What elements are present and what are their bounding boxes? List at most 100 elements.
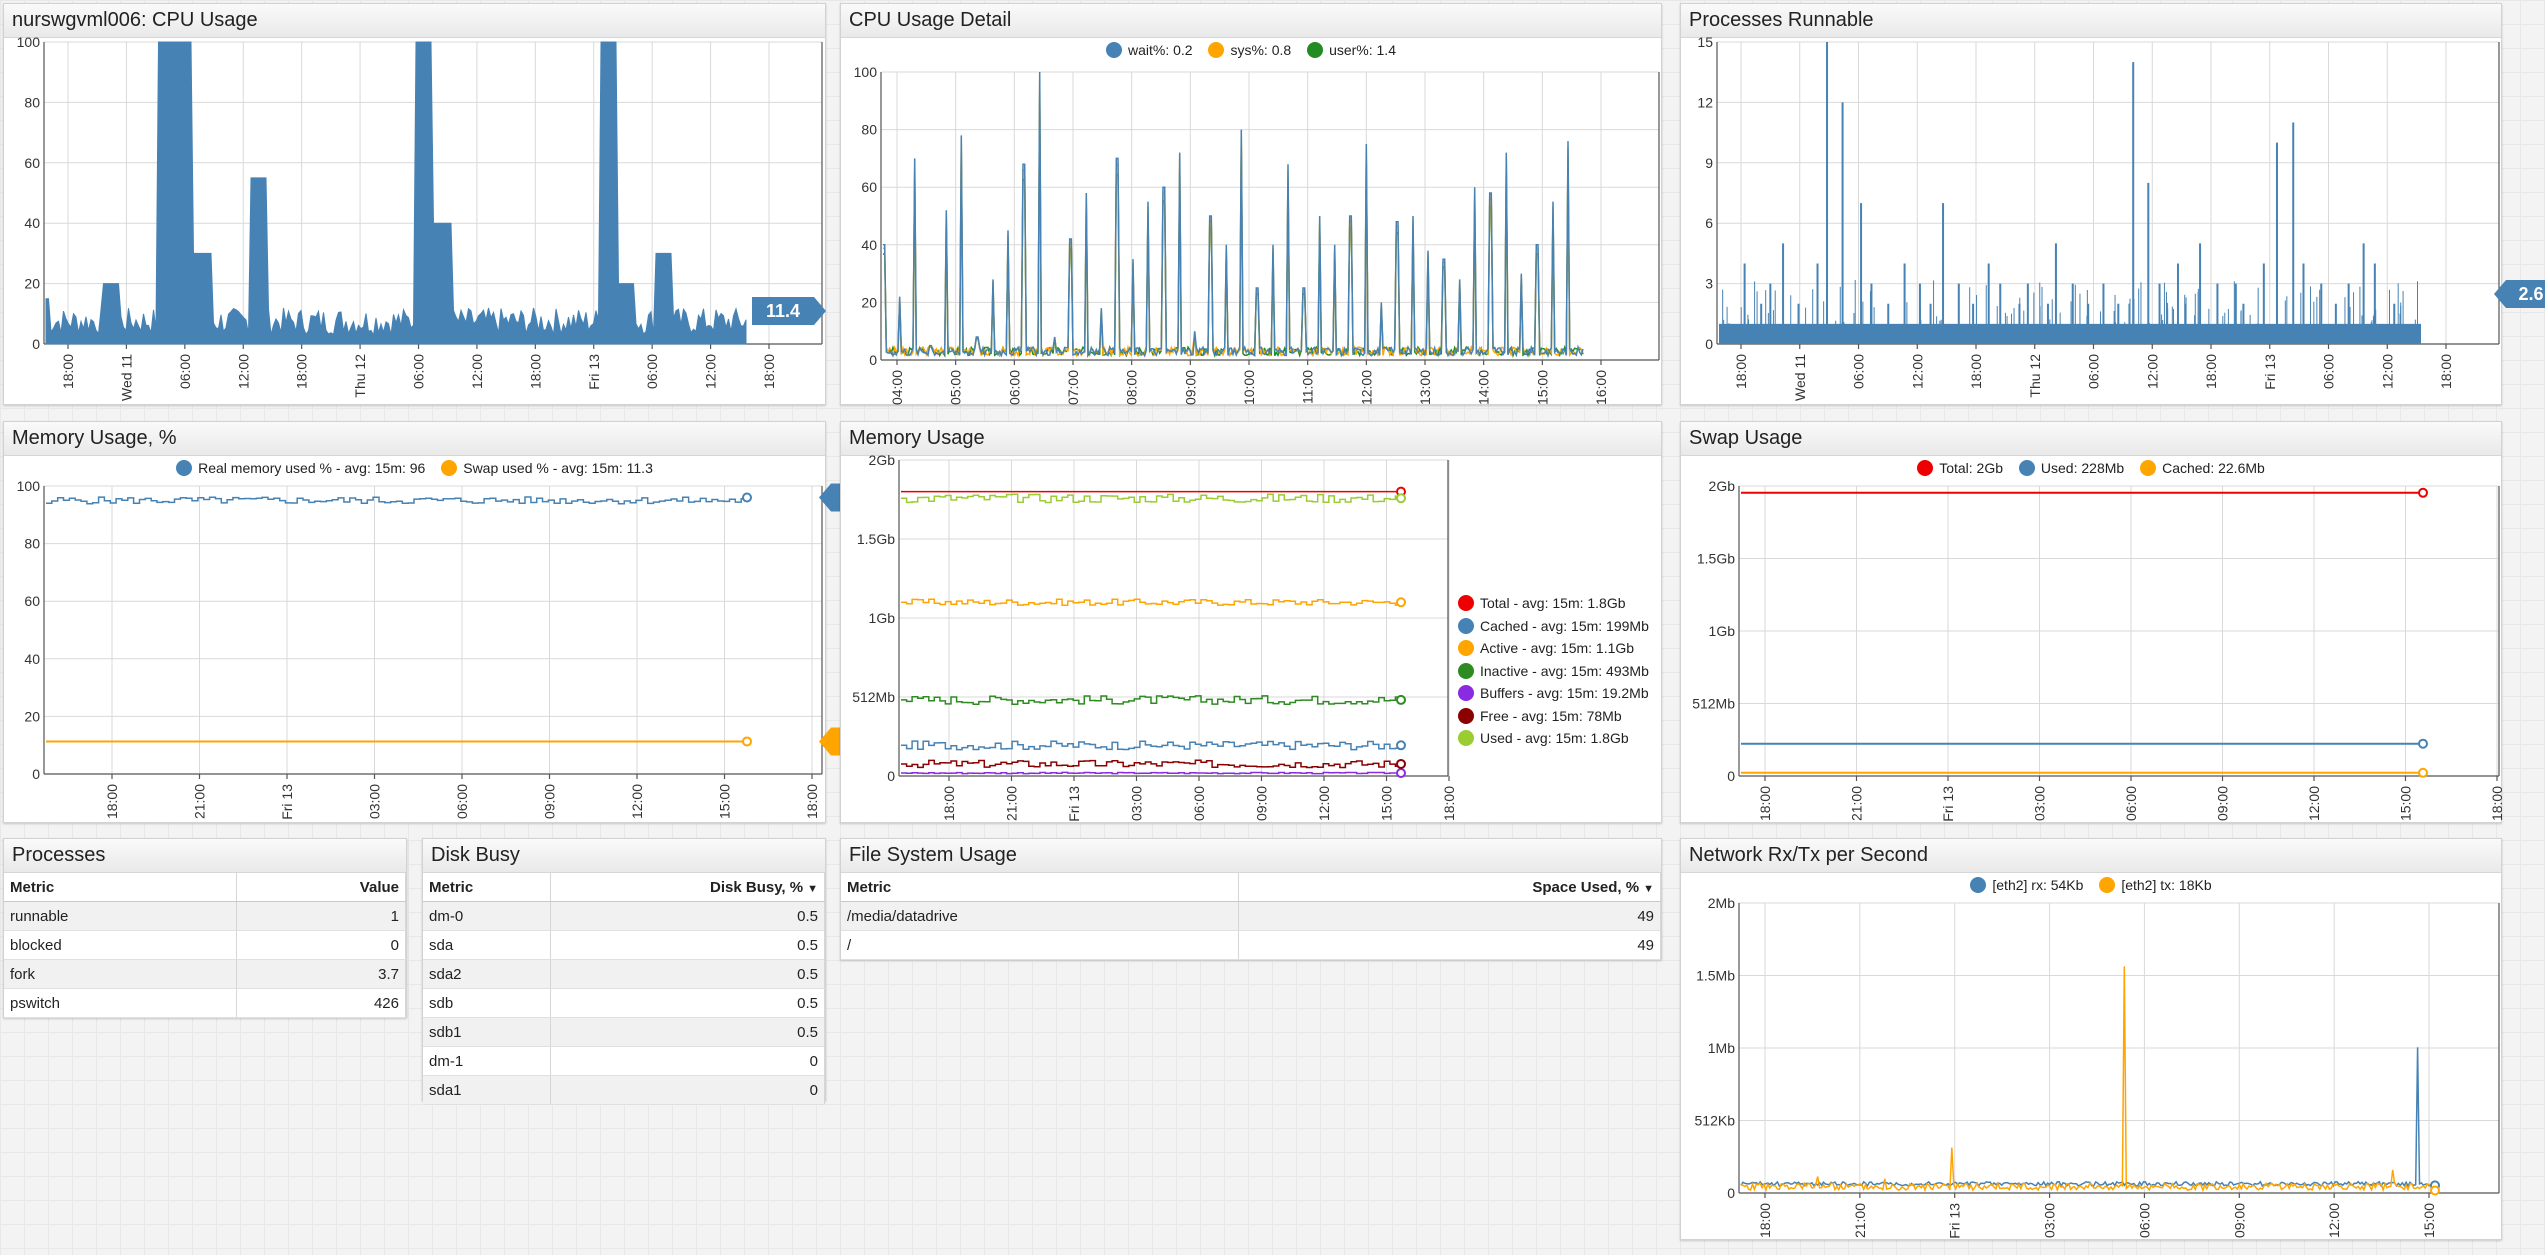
y-tick-label: 40 <box>24 651 40 667</box>
cell-value: 0.5 <box>550 1017 825 1047</box>
legend-item-cached[interactable]: Cached: 22.6Mb <box>2140 460 2265 476</box>
x-tick-label: 03:00 <box>2032 786 2048 821</box>
y-tick-label: 1Gb <box>1709 623 1736 639</box>
column-header-metric[interactable]: Metric <box>423 873 551 902</box>
x-tick-label: 03:00 <box>367 784 383 819</box>
x-tick-label: 16:00 <box>1593 370 1609 405</box>
x-tick-label: 12:00 <box>469 354 485 389</box>
sort-desc-icon: ▼ <box>807 882 818 895</box>
cell-metric: pswitch <box>4 988 237 1018</box>
widget-processes: Processes Metric Value runnable 1 blocked… <box>3 838 407 1018</box>
series-endpoint-marker <box>1396 694 1406 705</box>
y-tick-label: 100 <box>854 64 878 80</box>
legend-item-rx[interactable]: [eth2] rx: 54Kb <box>1970 877 2083 893</box>
legend-item-free[interactable]: Free - avg: 15m: 78Mb <box>1458 705 1649 728</box>
legend-dot-icon <box>2140 460 2157 476</box>
x-tick-label: 12:00 <box>2379 354 2395 389</box>
legend-item-cached[interactable]: Cached - avg: 15m: 199Mb <box>1458 615 1649 638</box>
legend-item-swap[interactable]: Swap used % - avg: 15m: 11.3 <box>441 460 653 476</box>
cell-value: 0 <box>550 1046 825 1076</box>
x-tick-label: Wed 11 <box>118 354 134 401</box>
legend-dot-icon <box>1458 707 1474 724</box>
x-tick-label: 18:00 <box>804 784 820 819</box>
widget-title: Disk Busy <box>423 839 825 873</box>
widget-title: Swap Usage <box>1681 422 2501 456</box>
y-tick-label: 20 <box>861 294 877 310</box>
legend-dot-icon <box>1458 617 1474 634</box>
network-rxtx-chart: 0 512Kb 1Mb 1.5Mb 2Mb 18:00 21:00 Fri 13 03:00 06… <box>1695 895 2500 1239</box>
x-tick-label: 10:00 <box>1241 370 1257 405</box>
legend-item-used[interactable]: Used - avg: 15m: 1.8Gb <box>1458 727 1649 750</box>
series-endpoint-marker <box>2430 1185 2440 1196</box>
column-header-metric[interactable]: Metric <box>841 873 1239 902</box>
y-tick-label: 512Mb <box>1692 696 1735 712</box>
x-tick-label: 18:00 <box>1968 354 1984 389</box>
x-tick-label: 08:00 <box>1124 370 1140 405</box>
x-tick-label: Fri 13 <box>1947 1203 1963 1239</box>
y-tick-label: 80 <box>24 536 40 552</box>
x-tick-label: 15:00 <box>2421 1203 2437 1238</box>
series-endpoint-marker <box>1396 768 1406 779</box>
chart-legend: Total: 2Gb Used: 228Mb Cached: 22.6Mb <box>1681 460 2501 476</box>
x-tick-label: 14:00 <box>1476 370 1492 405</box>
legend-item-wait[interactable]: wait%: 0.2 <box>1105 42 1193 58</box>
y-tick-label: 15 <box>1697 34 1713 50</box>
x-tick-label: 12:00 <box>629 784 645 819</box>
table-row: dm-1 0 <box>423 1046 825 1076</box>
x-tick-label: Fri 13 <box>2262 354 2278 390</box>
y-tick-label: 40 <box>24 215 40 231</box>
y-tick-label: 60 <box>24 155 40 171</box>
x-tick-label: 09:00 <box>542 784 558 819</box>
x-tick-label: 18:00 <box>60 354 76 389</box>
widget-title: Memory Usage <box>841 422 1661 456</box>
legend-item-real-memory[interactable]: Real memory used % - avg: 15m: 96 <box>176 460 425 476</box>
cell-metric: sda <box>423 930 551 960</box>
column-header-space-used[interactable]: Space Used, % ▼ <box>1238 873 1661 902</box>
file-system-table: Metric Space Used, % ▼ /media/datadrive 49… <box>841 873 1661 960</box>
y-tick-label: 20 <box>24 708 40 724</box>
legend-item-total[interactable]: Total: 2Gb <box>1917 460 2003 476</box>
table-row: dm-0 0.5 <box>423 901 825 931</box>
legend-item-sys[interactable]: sys%: 0.8 <box>1208 42 1291 58</box>
x-tick-label: Thu 12 <box>352 354 368 398</box>
x-tick-label: 18:00 <box>2203 354 2219 389</box>
memory-usage-chart: 0 512Mb 1Gb 1.5Gb 2Gb 18:00 21:00 Fri 13 03:00 06… <box>852 452 1457 822</box>
widget-file-system-usage: File System Usage Metric Space Used, % ▼ … <box>840 838 1662 960</box>
x-tick-label: 15:00 <box>1534 370 1550 405</box>
legend-item-inactive[interactable]: Inactive - avg: 15m: 493Mb <box>1458 660 1649 683</box>
column-header-value[interactable]: Value <box>236 873 406 902</box>
series-line-real-memory <box>46 496 748 505</box>
legend-item-total[interactable]: Total - avg: 15m: 1.8Gb <box>1458 592 1649 615</box>
legend-item-user[interactable]: user%: 1.4 <box>1307 42 1396 58</box>
legend-dot-icon <box>2018 460 2035 476</box>
series-endpoint-marker <box>1396 493 1406 504</box>
x-tick-label: 18:00 <box>1757 1203 1773 1238</box>
x-tick-label: 18:00 <box>1757 786 1773 821</box>
column-header-metric[interactable]: Metric <box>4 873 237 902</box>
cell-metric: dm-1 <box>423 1046 551 1076</box>
cell-metric: blocked <box>4 930 237 960</box>
cell-value: 3.7 <box>236 959 406 989</box>
legend-item-tx[interactable]: [eth2] tx: 18Kb <box>2099 877 2212 893</box>
cell-metric: sda1 <box>423 1075 551 1105</box>
widget-processes-runnable: Processes Runnable 0 3 6 9 12 15 18:00 Wed 11 06… <box>1680 3 2545 405</box>
legend-dot-icon <box>1307 42 1324 58</box>
x-tick-label: 09:00 <box>2231 1203 2247 1238</box>
x-tick-label: 09:00 <box>1182 370 1198 405</box>
x-tick-label: 18:00 <box>527 354 543 389</box>
legend-item-buffers[interactable]: Buffers - avg: 15m: 19.2Mb <box>1458 682 1649 705</box>
x-tick-label: 06:00 <box>177 354 193 389</box>
x-tick-label: 21:00 <box>1852 1203 1868 1238</box>
swap-usage-chart: 0 512Mb 1Gb 1.5Gb 2Gb 18:00 21:00 Fri 13 03:00 06… <box>1692 478 2505 822</box>
legend-item-used[interactable]: Used: 228Mb <box>2018 460 2124 476</box>
x-tick-label: 12:00 <box>1358 370 1374 405</box>
table-row: sdb 0.5 <box>423 988 825 1018</box>
y-tick-label: 1Gb <box>869 610 896 626</box>
widget-title: Memory Usage, % <box>4 422 825 456</box>
y-tick-label: 512Mb <box>852 689 895 705</box>
x-tick-label: 06:00 <box>2136 1203 2152 1238</box>
x-tick-label: 11:00 <box>1300 370 1316 404</box>
column-header-disk-busy[interactable]: Disk Busy, % ▼ <box>550 873 825 902</box>
legend-item-active[interactable]: Active - avg: 15m: 1.1Gb <box>1458 637 1649 660</box>
x-tick-label: 13:00 <box>1417 370 1433 405</box>
